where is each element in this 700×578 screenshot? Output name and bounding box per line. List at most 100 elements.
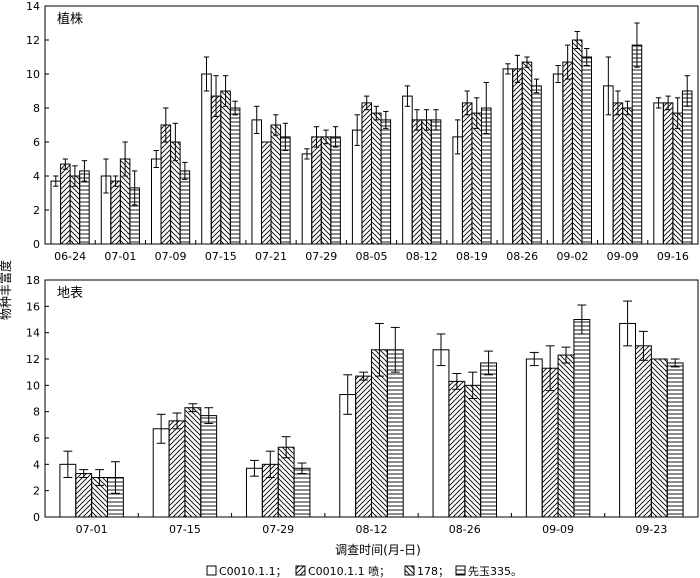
- bar: [220, 90, 231, 245]
- y-tick-label: 4: [33, 170, 40, 183]
- bar: [653, 102, 664, 245]
- legend-label: C0010.1.1；: [219, 565, 287, 578]
- x-tick-label: 07-29: [305, 250, 337, 263]
- bar: [160, 124, 172, 245]
- x-tick-label: 08-12: [356, 523, 388, 536]
- bar: [179, 170, 191, 245]
- y-tick-label: 12: [26, 353, 40, 366]
- bar: [311, 136, 322, 245]
- x-tick-label: 07-01: [104, 250, 136, 263]
- bar: [502, 68, 514, 245]
- bar: [411, 119, 423, 245]
- bar: [552, 73, 564, 245]
- x-tick-label: 09-02: [556, 250, 588, 263]
- y-axis-label: 物种丰富度: [0, 260, 13, 320]
- bar: [330, 136, 341, 245]
- bar: [634, 345, 652, 518]
- bar: [666, 362, 684, 518]
- bar: [432, 349, 450, 518]
- panel-title: 地表: [57, 286, 83, 301]
- bar: [573, 319, 591, 518]
- x-tick-label: 07-01: [76, 523, 108, 536]
- y-tick-label: 10: [26, 379, 40, 392]
- bar: [229, 107, 241, 245]
- x-tick-label: 09-23: [635, 523, 667, 536]
- x-tick-label: 08-26: [449, 523, 481, 536]
- bar: [471, 112, 483, 245]
- y-tick-label: 8: [33, 102, 40, 115]
- y-tick-label: 14: [26, 0, 40, 13]
- x-tick-label: 08-05: [356, 250, 388, 263]
- bar: [301, 153, 313, 245]
- y-tick-label: 4: [33, 458, 40, 471]
- bar: [50, 180, 62, 245]
- bar: [168, 420, 186, 518]
- bar: [672, 112, 683, 245]
- x-tick-label: 08-26: [506, 250, 538, 263]
- bar: [480, 362, 498, 518]
- plant-panel: 0 2 4 6 8 10 12 14 植株 06-24 07-01 07-09 07-15 07-21 07…: [26, 0, 699, 263]
- bar: [251, 119, 262, 245]
- legend-swatch: [206, 565, 217, 576]
- bar: [521, 61, 533, 245]
- y-tick-label: 0: [33, 511, 40, 524]
- x-tick-label: 07-29: [262, 523, 294, 536]
- bar: [386, 349, 404, 518]
- x-tick-label: 07-21: [255, 250, 287, 263]
- legend-swatch: [295, 565, 306, 576]
- bar: [380, 119, 392, 245]
- y-tick-label: 14: [26, 327, 40, 340]
- bar: [110, 180, 121, 245]
- bar: [351, 129, 363, 245]
- bar: [421, 119, 432, 245]
- x-tick-label: 09-09: [607, 250, 639, 263]
- x-tick-label: 08-19: [456, 250, 488, 263]
- bar: [200, 415, 218, 518]
- bar: [260, 141, 272, 245]
- bar: [461, 102, 473, 245]
- bar: [184, 407, 202, 518]
- y-tick-label: 8: [33, 406, 40, 419]
- bar: [210, 95, 222, 245]
- bar: [75, 473, 93, 518]
- legend: C0010.1.1； C0010.1.1 喷； 178； 先玉335。: [206, 565, 522, 578]
- bar: [270, 124, 282, 245]
- bar: [531, 85, 542, 245]
- y-tick-label: 10: [26, 68, 40, 81]
- bar: [293, 467, 311, 518]
- x-tick-label: 07-15: [169, 523, 201, 536]
- bar: [430, 119, 442, 245]
- x-tick-label: 08-12: [406, 250, 438, 263]
- bar: [612, 102, 624, 245]
- bar: [525, 358, 543, 518]
- bar: [631, 44, 643, 245]
- legend-label: 先玉335。: [468, 565, 522, 578]
- bar: [150, 158, 162, 245]
- x-tick-label: 07-09: [155, 250, 187, 263]
- legend-label: 178；: [417, 565, 449, 578]
- bar: [464, 384, 482, 518]
- x-tick-label: 09-09: [542, 523, 574, 536]
- bar: [681, 90, 693, 245]
- bar: [662, 102, 674, 245]
- y-tick-label: 2: [33, 485, 40, 498]
- bar: [320, 136, 332, 245]
- bar: [650, 358, 668, 518]
- x-tick-label: 06-24: [54, 250, 86, 263]
- bar: [371, 112, 382, 245]
- x-tick-label: 09-16: [657, 250, 689, 263]
- bar: [448, 380, 466, 518]
- y-tick-label: 18: [26, 274, 40, 287]
- legend-swatch: [455, 565, 466, 576]
- bar: [280, 136, 291, 245]
- bar: [60, 163, 71, 245]
- y-tick-label: 6: [33, 136, 40, 149]
- y-tick-label: 6: [33, 432, 40, 445]
- bar: [79, 170, 90, 245]
- bar: [571, 39, 583, 245]
- y-tick-label: 2: [33, 204, 40, 217]
- bar: [512, 68, 523, 245]
- y-tick-label: 16: [26, 300, 40, 313]
- x-axis-label: 调查时间(月-日): [335, 543, 421, 557]
